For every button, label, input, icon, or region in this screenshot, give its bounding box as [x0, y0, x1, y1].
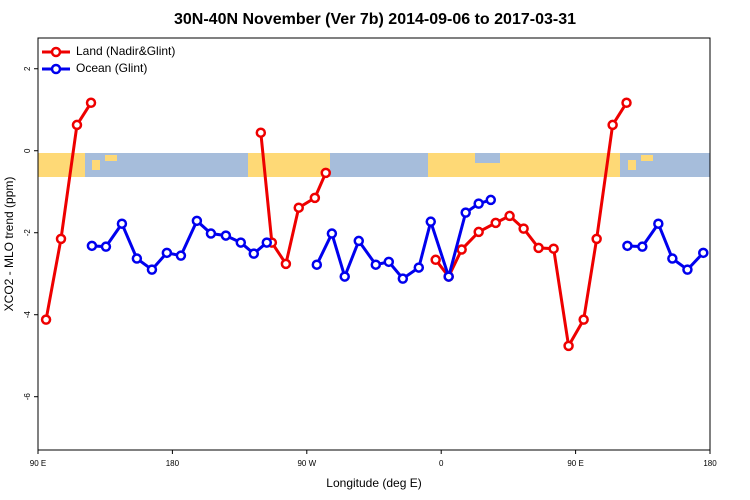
data-point — [339, 271, 350, 282]
land-ocean-map — [38, 153, 710, 177]
data-point — [533, 242, 544, 254]
data-point — [205, 228, 217, 239]
y-tick-label: 2 — [23, 66, 32, 71]
data-point — [518, 223, 529, 234]
data-point — [220, 230, 232, 241]
land-band — [428, 153, 620, 177]
data-point — [504, 210, 515, 222]
series-line — [434, 101, 628, 351]
series-line — [44, 101, 93, 320]
y-tick-label: -2 — [23, 229, 32, 237]
land-band — [248, 153, 330, 177]
data-point — [563, 340, 574, 352]
data-point — [622, 240, 633, 252]
data-point — [578, 314, 589, 325]
data-point — [86, 240, 98, 252]
legend-label: Land (Nadir&Glint) — [76, 44, 175, 58]
x-tick-label: 180 — [703, 459, 717, 468]
data-point — [456, 244, 467, 255]
land-band — [628, 160, 636, 170]
data-point — [293, 202, 304, 213]
data-point — [353, 235, 365, 247]
data-point — [383, 256, 395, 268]
y-tick-label: -4 — [23, 311, 32, 319]
data-point — [490, 217, 501, 229]
legend-marker — [50, 63, 62, 75]
data-point — [280, 258, 292, 270]
chart-title: 30N-40N November (Ver 7b) 2014-09-06 to … — [174, 11, 576, 28]
x-tick-label: 0 — [439, 459, 444, 468]
data-point — [40, 314, 52, 325]
data-point — [146, 264, 158, 275]
data-point — [311, 259, 323, 270]
data-point — [667, 253, 678, 264]
plot-frame — [37, 37, 711, 451]
data-point — [261, 237, 273, 248]
data-point — [175, 250, 187, 261]
data-point — [235, 237, 247, 248]
x-tick-label: 90 W — [297, 459, 316, 468]
x-tick-label: 90 E — [567, 459, 583, 468]
land-band — [92, 160, 100, 170]
data-point — [248, 248, 260, 259]
data-point — [653, 218, 664, 229]
data-point — [698, 247, 709, 259]
data-point — [326, 228, 338, 239]
data-point — [485, 194, 497, 206]
data-point — [473, 226, 484, 238]
data-point — [637, 241, 648, 252]
y-tick-label: 0 — [23, 148, 32, 153]
data-point — [55, 233, 67, 245]
land-band — [38, 153, 85, 177]
land-band — [105, 155, 117, 161]
data-point — [191, 215, 203, 227]
data-point — [116, 218, 128, 229]
y-tick-label: -6 — [23, 393, 32, 401]
data-point — [443, 271, 454, 282]
data-point — [370, 259, 382, 270]
data-point — [548, 243, 559, 254]
data-point — [85, 97, 97, 109]
data-point — [473, 198, 484, 209]
data-point — [591, 233, 602, 245]
x-tick-label: 180 — [166, 459, 180, 468]
data-point — [100, 241, 112, 252]
data-point — [425, 216, 436, 227]
data-point — [621, 97, 632, 109]
data-point — [161, 247, 173, 259]
data-point — [320, 167, 332, 179]
land-band — [641, 155, 653, 161]
data-point — [607, 119, 618, 131]
legend-label: Ocean (Glint) — [76, 61, 147, 75]
x-axis-label: Longitude (deg E) — [326, 476, 421, 490]
data-point — [71, 119, 83, 131]
data-point — [255, 127, 267, 138]
x-tick-label: 90 E — [30, 459, 46, 468]
data-point — [309, 192, 321, 204]
data-point — [413, 262, 425, 273]
y-axis-label: XCO2 - MLO trend (ppm) — [2, 177, 16, 312]
data-point — [682, 264, 693, 275]
data-point — [397, 273, 409, 284]
data-point — [131, 253, 143, 264]
data-point — [460, 207, 471, 218]
ocean-band — [475, 153, 500, 163]
data-point — [430, 254, 441, 266]
legend-marker — [50, 46, 62, 58]
